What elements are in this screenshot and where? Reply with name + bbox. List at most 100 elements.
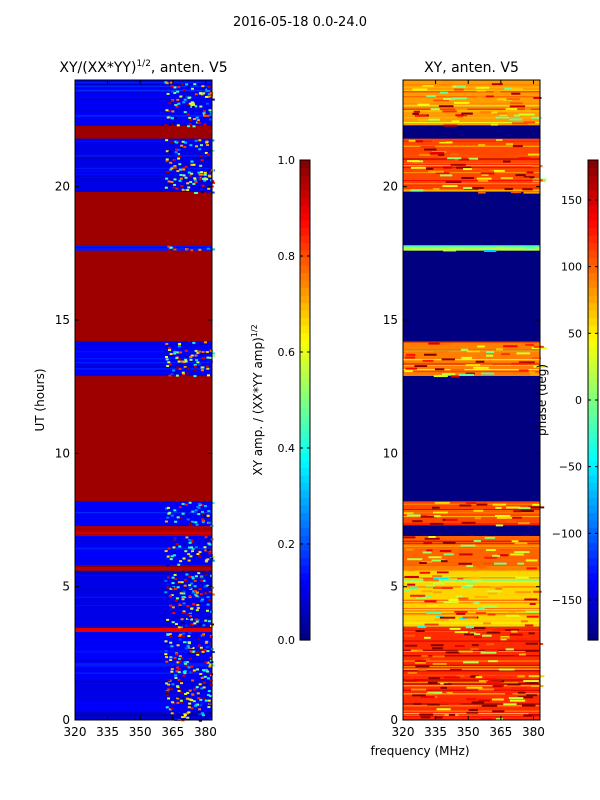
heatmap-cell <box>522 177 530 180</box>
heatmap-cell <box>474 517 482 520</box>
heatmap-cell <box>184 165 188 168</box>
heatmap-cell <box>193 369 197 372</box>
x-tick-label: 365 <box>161 725 184 739</box>
heatmap-cell <box>454 631 468 634</box>
heatmap-cell <box>421 590 433 593</box>
heatmap-cell <box>510 88 524 91</box>
heatmap-cell <box>438 105 454 108</box>
heatmap-cell <box>456 166 472 169</box>
heatmap-cell <box>533 345 544 348</box>
heatmap-line <box>403 670 540 672</box>
heatmap-cell <box>423 579 439 582</box>
heatmap-cell <box>206 514 210 517</box>
heatmap-cell <box>480 651 497 654</box>
heatmap-cell <box>506 98 520 101</box>
heatmap-line <box>75 103 212 105</box>
heatmap-cell <box>406 569 415 572</box>
colorbar-segment <box>588 347 598 356</box>
heatmap-cell <box>503 703 517 706</box>
heatmap-line <box>75 649 212 651</box>
heatmap-cell <box>171 166 175 169</box>
heatmap-cell <box>478 179 489 182</box>
heatmap-cell <box>484 536 496 539</box>
heatmap-cell <box>510 102 523 105</box>
heatmap-cell <box>479 111 495 114</box>
heatmap-cell <box>173 166 177 169</box>
heatmap-cell <box>165 346 169 349</box>
heatmap-line <box>75 155 212 157</box>
heatmap-line <box>403 629 540 631</box>
heatmap-cell <box>439 174 453 177</box>
heatmap-cell <box>178 545 182 548</box>
heatmap-cell <box>166 116 170 119</box>
heatmap-cell <box>180 584 184 587</box>
heatmap-line <box>75 545 212 547</box>
heatmap-cell <box>196 692 200 695</box>
heatmap-cell <box>188 594 192 597</box>
heatmap-cell <box>203 649 207 652</box>
heatmap-cell <box>179 605 183 608</box>
heatmap-cell <box>206 591 210 594</box>
heatmap-cell <box>189 555 193 558</box>
heatmap-line <box>75 547 212 549</box>
heatmap-line <box>75 539 212 541</box>
heatmap-cell <box>190 582 194 585</box>
colorbar-segment <box>588 227 598 236</box>
colorbar-tick-label: 0.6 <box>278 346 296 359</box>
heatmap-cell <box>461 521 476 524</box>
heatmap-cell <box>185 599 189 602</box>
colorbar-tick-label: 150 <box>561 194 582 207</box>
heatmap-cell <box>446 633 458 636</box>
heatmap-cell <box>176 586 180 589</box>
colorbar-segment <box>588 572 598 581</box>
heatmap-cell <box>448 598 459 601</box>
heatmap-cell <box>409 605 417 608</box>
heatmap-cell <box>202 697 206 700</box>
heatmap-cell <box>181 371 185 374</box>
heatmap-cell <box>201 634 205 637</box>
heatmap-cell <box>207 174 211 177</box>
colorbar-segment <box>300 505 310 514</box>
heatmap-cell <box>177 157 181 160</box>
heatmap-cell <box>515 576 529 579</box>
heatmap-cell <box>466 686 483 689</box>
heatmap-cell <box>192 700 196 703</box>
heatmap-cell <box>183 713 187 716</box>
heatmap-cell <box>184 349 188 352</box>
heatmap-cell <box>490 586 504 589</box>
heatmap-line <box>75 89 212 91</box>
heatmap-cell <box>195 620 199 623</box>
heatmap-cell <box>517 675 525 678</box>
colorbar-segment <box>588 340 598 349</box>
heatmap-cell <box>174 623 178 626</box>
heatmap-cell <box>442 541 456 544</box>
heatmap-cell <box>170 707 174 710</box>
heatmap-line <box>75 668 212 670</box>
heatmap-cell <box>199 623 203 626</box>
heatmap-cell <box>177 695 181 698</box>
y-tick-label: 10 <box>55 446 70 460</box>
heatmap-cell <box>434 501 450 504</box>
heatmap-cell <box>194 93 198 96</box>
heatmap-line <box>403 145 540 147</box>
heatmap-cell <box>426 692 434 695</box>
heatmap-cell <box>474 595 488 598</box>
colorbar-segment <box>300 340 310 349</box>
heatmap-cell <box>173 573 177 576</box>
heatmap-cell <box>525 343 535 346</box>
colorbar-segment <box>588 557 598 566</box>
heatmap-cell <box>206 505 210 508</box>
heatmap-cell <box>524 246 536 249</box>
colorbar-label-main: phase (deg) <box>535 364 549 436</box>
heatmap-cell <box>166 564 170 567</box>
heatmap-cell <box>186 372 190 375</box>
colorbar-segment <box>588 475 598 484</box>
heatmap-cell <box>184 550 188 553</box>
colorbar-segment <box>300 422 310 431</box>
heatmap-cell <box>199 164 203 167</box>
heatmap-cell <box>165 160 169 163</box>
heatmap-cell <box>175 187 179 190</box>
heatmap-line <box>403 165 540 167</box>
colorbar-segment <box>300 490 310 499</box>
panel-title: XY, anten. V5 <box>424 60 519 76</box>
